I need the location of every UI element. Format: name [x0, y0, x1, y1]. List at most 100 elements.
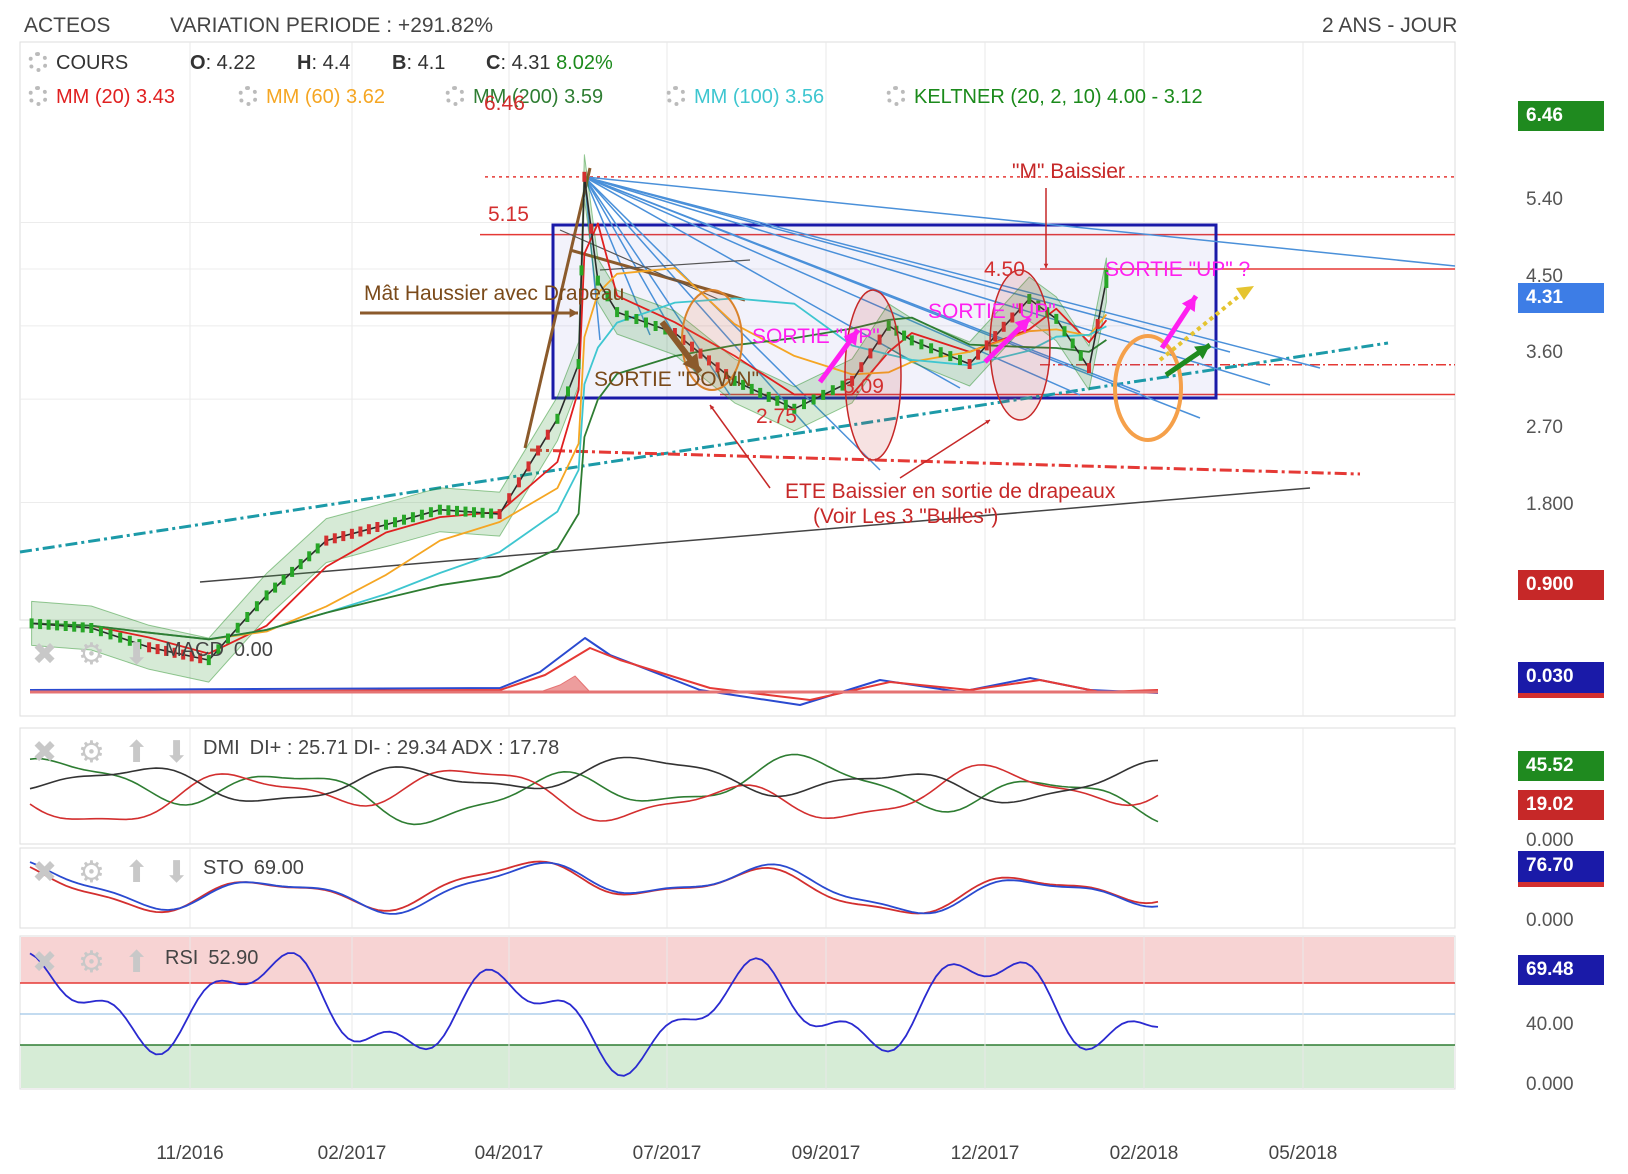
y-tick: 2.70	[1526, 417, 1563, 438]
x-tick: 02/2017	[317, 1143, 387, 1164]
price-candle	[555, 413, 560, 424]
arrow-down-icon[interactable]: ⬇	[124, 638, 150, 671]
price-candle	[902, 330, 907, 341]
x-tick: 04/2017	[474, 1143, 544, 1164]
fan-line	[583, 176, 881, 471]
price-candle	[446, 505, 451, 516]
price-candle	[358, 526, 363, 537]
price-candle	[1054, 313, 1059, 324]
y-tick: 4.50	[1526, 266, 1563, 287]
price-candle	[624, 310, 629, 321]
price-candle	[437, 504, 442, 515]
price-candle	[690, 341, 694, 352]
price-candle	[576, 359, 581, 369]
sto-signal-line	[29, 860, 1159, 915]
legend-change: 8.02%	[556, 52, 613, 74]
y-tick: 1.800	[1526, 494, 1574, 515]
arrow-green-head	[1194, 345, 1210, 360]
price-candle	[480, 507, 485, 518]
price-candle	[324, 535, 329, 546]
price-candle	[393, 517, 397, 528]
price-candle	[273, 582, 278, 593]
gear-icon[interactable]	[445, 86, 465, 106]
level-646-label: 6.46	[484, 92, 525, 115]
price-candle	[155, 644, 160, 655]
arrow-down-icon[interactable]: ⬇	[164, 736, 190, 769]
arrow-down-icon[interactable]: ⬇	[164, 856, 190, 889]
gear-icon[interactable]: ⚙	[78, 736, 105, 769]
price-candle	[582, 171, 587, 182]
close-icon[interactable]: ✖	[32, 946, 58, 979]
gear-icon[interactable]	[666, 86, 686, 106]
x-tick: 07/2017	[632, 1143, 702, 1164]
x-tick: 02/2018	[1109, 1143, 1179, 1164]
annotation-m-baissier: "M" Baissier	[1012, 160, 1125, 183]
rsi-line	[29, 952, 1159, 1077]
arrow-up-icon[interactable]: ⬆	[124, 856, 150, 889]
period-selector[interactable]: 2 ANS - JOUR	[1322, 14, 1458, 37]
rsi-label: RSI 52.90	[165, 947, 259, 969]
annotation-ete-baissier: ETE Baissier en sortie de drapeaux	[785, 480, 1116, 503]
price-candle	[886, 320, 891, 331]
legend-mm100: MM (100) 3.56	[666, 86, 824, 109]
gear-icon[interactable]: ⚙	[78, 638, 105, 671]
legend-keltner: KELTNER (20, 2, 10) 4.00 - 3.12	[886, 86, 1203, 109]
price-candle	[536, 445, 541, 456]
level-309-label: 3.09	[843, 375, 884, 398]
price-candle	[792, 403, 797, 414]
price-candle	[375, 522, 380, 532]
gear-icon[interactable]	[28, 52, 48, 72]
close-icon[interactable]: ✖	[32, 736, 58, 769]
price-candle	[672, 328, 677, 338]
price-candle	[118, 632, 123, 643]
arrow-ete-left	[709, 404, 771, 489]
arrow-ete-right-head	[985, 420, 990, 425]
price-candle	[46, 619, 51, 630]
arrow-up-icon[interactable]: ⬆	[124, 736, 150, 769]
legend-open: O: 4.22	[190, 52, 256, 74]
price-candle	[516, 477, 521, 488]
gear-icon[interactable]	[28, 86, 48, 106]
gear-icon[interactable]: ⚙	[78, 856, 105, 889]
legend-mm200: MM (200) 3.59	[445, 86, 603, 109]
arrow-mat-head	[569, 308, 578, 318]
price-candle	[929, 343, 934, 354]
price-candle	[108, 629, 113, 640]
annotation-sortie-up-2: SORTIE "UP"	[928, 300, 1056, 323]
price-candle	[72, 621, 77, 632]
close-icon[interactable]: ✖	[32, 638, 58, 671]
price-candle	[181, 649, 186, 660]
legend-close: C: 4.31 8.02%	[486, 52, 613, 74]
fan-line	[584, 176, 1231, 353]
price-candle	[938, 347, 943, 358]
macd-label: MACD 0.00	[165, 639, 273, 661]
sto-tick: 0.000	[1526, 910, 1574, 931]
gear-icon[interactable]	[238, 86, 258, 106]
dmi-tag-1: 45.52	[1518, 751, 1604, 781]
support-trendline	[19, 341, 1389, 554]
gear-icon[interactable]	[886, 86, 906, 106]
price-candle	[507, 493, 512, 504]
legend-mm60: MM (60) 3.62	[238, 86, 385, 109]
price-candle	[428, 507, 433, 518]
annotation-ete-note: (Voir Les 3 "Bulles")	[813, 505, 999, 528]
arrow-sortie-up-1-head	[843, 330, 858, 346]
price-candle	[29, 618, 34, 629]
arrow-up-icon[interactable]: ⬆	[124, 946, 150, 979]
level-275-label: 2.75	[756, 405, 797, 428]
annotation-sortie-up-3: SORTIE "UP" ?	[1105, 258, 1251, 281]
y-tick: 5.40	[1526, 189, 1563, 210]
legend-mm20: MM (20) 3.43	[28, 86, 175, 109]
price-candle	[206, 655, 211, 666]
price-candle	[80, 622, 85, 633]
close-icon[interactable]: ✖	[32, 856, 58, 889]
gear-icon[interactable]: ⚙	[78, 946, 105, 979]
price-candle	[216, 644, 221, 655]
x-tick: 12/2017	[950, 1143, 1020, 1164]
mast-line	[523, 167, 592, 449]
price-candle	[1062, 326, 1067, 337]
price-candle	[741, 379, 746, 390]
price-candle	[298, 559, 303, 570]
price-tag-last: 4.31	[1518, 283, 1604, 313]
price-candle	[802, 399, 806, 410]
